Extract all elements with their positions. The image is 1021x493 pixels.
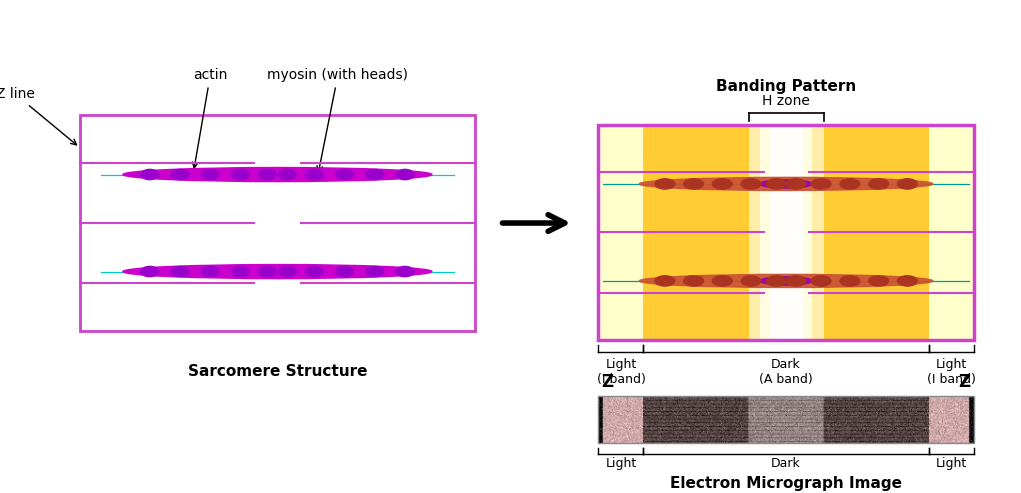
Ellipse shape [258, 266, 277, 277]
Ellipse shape [812, 276, 831, 286]
Bar [748, 125, 824, 340]
Text: actin: actin [192, 69, 228, 168]
Ellipse shape [869, 179, 888, 189]
Ellipse shape [713, 179, 732, 189]
Ellipse shape [897, 276, 917, 286]
Bar [598, 125, 974, 340]
Ellipse shape [655, 179, 675, 189]
Ellipse shape [812, 179, 831, 189]
Ellipse shape [897, 179, 917, 189]
Ellipse shape [684, 179, 703, 189]
Bar [643, 125, 929, 340]
Ellipse shape [741, 276, 761, 286]
Ellipse shape [141, 170, 158, 179]
Text: Electron Micrograph Image: Electron Micrograph Image [670, 476, 903, 491]
Ellipse shape [786, 276, 806, 286]
Ellipse shape [366, 170, 384, 179]
Ellipse shape [655, 276, 675, 286]
Ellipse shape [639, 177, 933, 190]
Ellipse shape [232, 266, 249, 277]
Ellipse shape [639, 275, 933, 287]
Ellipse shape [336, 266, 353, 277]
Text: Dark: Dark [771, 458, 801, 470]
Ellipse shape [684, 276, 703, 286]
Text: H zone: H zone [762, 94, 810, 108]
Bar [769, 125, 803, 340]
Ellipse shape [305, 266, 324, 277]
Text: Dark
(A band): Dark (A band) [760, 357, 813, 386]
Ellipse shape [741, 179, 761, 189]
Ellipse shape [760, 277, 813, 285]
Bar [80, 115, 475, 331]
Ellipse shape [201, 170, 220, 179]
Text: Z line: Z line [0, 87, 77, 145]
Ellipse shape [760, 179, 813, 188]
Ellipse shape [123, 265, 432, 279]
Ellipse shape [305, 170, 324, 179]
Ellipse shape [141, 266, 158, 277]
Text: Z: Z [959, 373, 971, 391]
Ellipse shape [279, 266, 296, 277]
Ellipse shape [172, 266, 189, 277]
Text: Z: Z [601, 373, 614, 391]
Bar [598, 396, 974, 443]
Ellipse shape [232, 170, 249, 179]
Ellipse shape [172, 170, 189, 179]
Ellipse shape [396, 266, 414, 277]
Bar [598, 125, 643, 340]
Ellipse shape [396, 170, 414, 179]
Text: Sarcomere Structure: Sarcomere Structure [188, 364, 368, 379]
Text: Banding Pattern: Banding Pattern [716, 79, 857, 94]
Text: Light: Light [605, 458, 636, 470]
Ellipse shape [258, 170, 277, 179]
Text: Light: Light [935, 458, 967, 470]
Ellipse shape [713, 276, 732, 286]
Ellipse shape [840, 179, 860, 189]
Ellipse shape [767, 276, 786, 286]
Ellipse shape [366, 266, 384, 277]
Ellipse shape [123, 168, 432, 181]
Bar [929, 125, 974, 340]
Text: myosin (with heads): myosin (with heads) [268, 69, 408, 172]
Text: Light
(I band): Light (I band) [596, 357, 645, 386]
Ellipse shape [336, 170, 353, 179]
Ellipse shape [869, 276, 888, 286]
Ellipse shape [786, 179, 806, 189]
Bar [760, 125, 813, 340]
Ellipse shape [201, 266, 220, 277]
Ellipse shape [767, 179, 786, 189]
Text: Light
(I band): Light (I band) [927, 357, 976, 386]
Ellipse shape [840, 276, 860, 286]
Ellipse shape [279, 170, 296, 179]
